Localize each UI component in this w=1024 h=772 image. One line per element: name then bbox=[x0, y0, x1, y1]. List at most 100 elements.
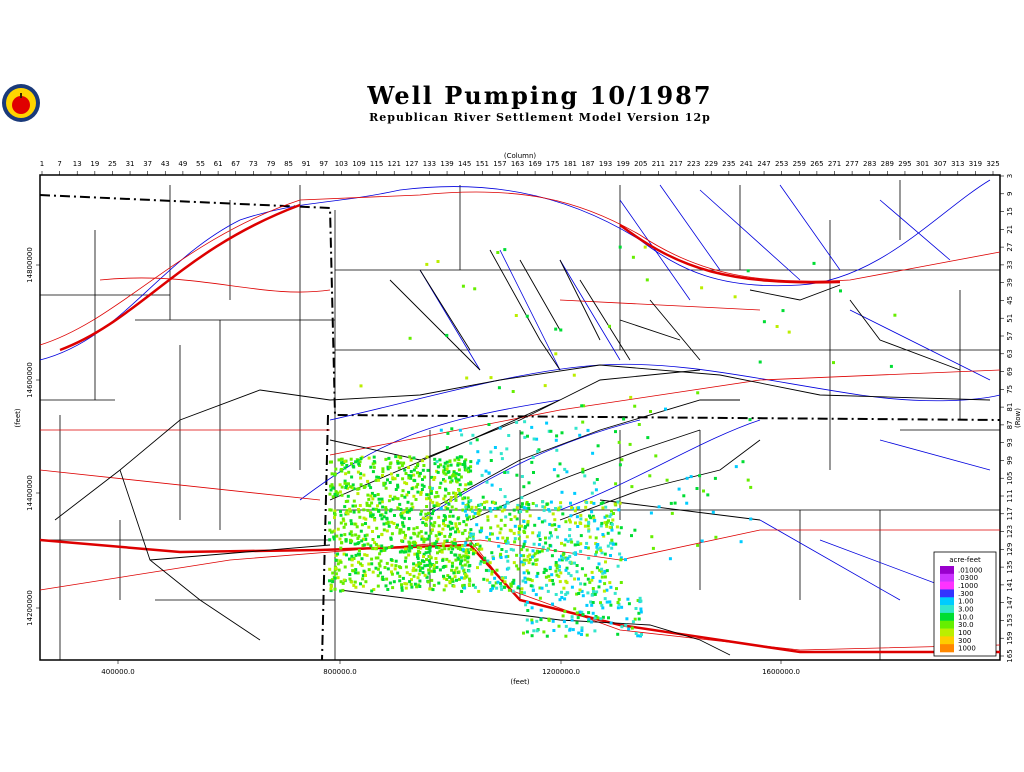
pumping-cell bbox=[596, 444, 600, 448]
pumping-cell bbox=[601, 501, 605, 505]
pumping-cell bbox=[476, 542, 480, 546]
pumping-cell bbox=[418, 471, 422, 475]
pumping-cell bbox=[357, 462, 361, 466]
pumping-cell bbox=[605, 600, 609, 604]
pumping-cell bbox=[608, 600, 612, 604]
pumping-cell bbox=[384, 508, 388, 512]
pumping-cell bbox=[437, 503, 441, 507]
pumping-cell bbox=[336, 562, 340, 566]
pumping-cell bbox=[333, 509, 337, 513]
pumping-cell bbox=[334, 490, 338, 494]
pumping-cell bbox=[513, 515, 517, 519]
pumping-cell bbox=[411, 505, 415, 509]
pumping-cell bbox=[330, 530, 334, 534]
pumping-cell bbox=[554, 569, 558, 573]
pumping-cell bbox=[554, 507, 557, 510]
pumping-cell bbox=[605, 514, 609, 518]
pumping-cell bbox=[482, 577, 486, 581]
pumping-cell bbox=[520, 431, 524, 435]
pumping-cell bbox=[394, 455, 398, 459]
pumping-cell bbox=[593, 629, 597, 633]
pumping-cell bbox=[506, 554, 510, 558]
pumping-cell bbox=[467, 569, 471, 573]
pumping-cell bbox=[401, 523, 405, 527]
pumping-cell bbox=[588, 514, 591, 518]
pumping-cell bbox=[461, 508, 465, 512]
pumping-cell bbox=[390, 570, 393, 574]
pumping-cell bbox=[615, 525, 619, 529]
pumping-cell bbox=[605, 520, 609, 524]
pumping-cell bbox=[401, 521, 405, 525]
pumping-cell bbox=[587, 556, 591, 560]
pumping-cell bbox=[565, 566, 569, 570]
pumping-cell bbox=[421, 468, 425, 472]
pumping-cell bbox=[541, 505, 545, 509]
pumping-cell bbox=[379, 559, 383, 563]
pumping-cell bbox=[469, 508, 473, 512]
pumping-cell bbox=[698, 474, 702, 478]
pumping-cell bbox=[351, 483, 355, 487]
pumping-cell bbox=[443, 524, 447, 527]
pumping-cell bbox=[559, 571, 563, 575]
row-tick-label: 105 bbox=[1006, 472, 1014, 485]
pumping-cell bbox=[499, 505, 503, 509]
column-tick-label: 325 bbox=[986, 160, 999, 168]
pumping-cell bbox=[648, 474, 652, 478]
pumping-cell bbox=[519, 510, 523, 513]
pumping-cell bbox=[429, 516, 433, 520]
column-tick-label: 61 bbox=[214, 160, 223, 168]
pumping-cell bbox=[513, 537, 517, 541]
pumping-cell bbox=[620, 458, 624, 462]
pumping-cell bbox=[539, 618, 543, 622]
pumping-cell bbox=[419, 566, 422, 570]
pumping-cell bbox=[507, 588, 511, 592]
pumping-cell bbox=[685, 501, 689, 505]
pumping-cell bbox=[538, 596, 542, 600]
pumping-cell bbox=[551, 602, 554, 606]
pumping-cell bbox=[497, 386, 501, 390]
pumping-cell bbox=[350, 563, 354, 567]
pumping-cell bbox=[515, 517, 519, 521]
pumping-cell bbox=[617, 440, 621, 444]
pumping-cell bbox=[412, 494, 416, 498]
column-tick-label: 133 bbox=[423, 160, 436, 168]
row-tick-label: 3 bbox=[1006, 174, 1014, 178]
pumping-cell bbox=[390, 544, 394, 548]
pumping-cell bbox=[561, 512, 565, 516]
pumping-cell bbox=[493, 507, 497, 510]
pumping-cell bbox=[608, 525, 612, 529]
column-tick-label: 217 bbox=[669, 160, 682, 168]
pumping-cell bbox=[408, 336, 412, 340]
pumping-cell bbox=[396, 571, 400, 575]
pumping-cell bbox=[433, 521, 437, 525]
pumping-cell bbox=[461, 548, 465, 552]
pumping-cell bbox=[460, 455, 464, 459]
pumping-cell bbox=[470, 505, 474, 509]
pumping-cell bbox=[425, 558, 428, 561]
pumping-cell bbox=[600, 521, 604, 525]
pumping-cell bbox=[507, 566, 511, 570]
pumping-cell bbox=[461, 463, 465, 466]
pumping-cell bbox=[328, 579, 331, 583]
row-tick-label: 123 bbox=[1006, 525, 1014, 538]
pumping-cell bbox=[367, 483, 371, 487]
pumping-cell bbox=[536, 551, 540, 555]
pumping-cell bbox=[599, 601, 602, 605]
pumping-cell bbox=[590, 570, 594, 574]
pumping-cell bbox=[560, 490, 564, 494]
pumping-cell bbox=[372, 460, 376, 464]
pumping-cell bbox=[393, 514, 396, 517]
pumping-cell bbox=[577, 577, 580, 581]
pumping-cell bbox=[673, 501, 677, 505]
pumping-cell bbox=[405, 571, 409, 575]
pumping-cell bbox=[523, 576, 527, 580]
pumping-cell bbox=[369, 465, 373, 469]
pumping-cell bbox=[600, 567, 604, 571]
pumping-cell bbox=[524, 580, 528, 584]
roads bbox=[39, 191, 1001, 651]
pumping-cell bbox=[354, 533, 358, 537]
pumping-cell bbox=[432, 567, 436, 571]
pumping-cell bbox=[456, 462, 460, 466]
pumping-cell bbox=[560, 554, 563, 558]
pumping-cell bbox=[530, 460, 534, 464]
